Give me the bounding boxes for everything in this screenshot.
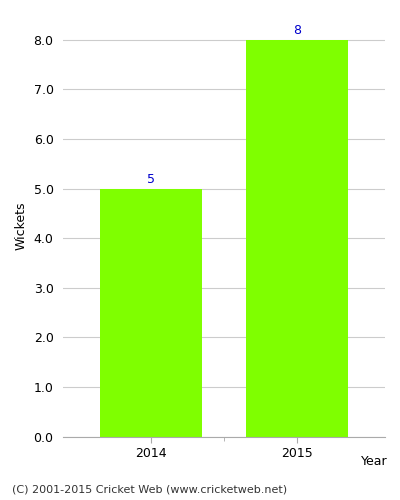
Text: 5: 5 [147, 173, 155, 186]
Bar [100, 188, 202, 436]
Text: (C) 2001-2015 Cricket Web (www.cricketweb.net): (C) 2001-2015 Cricket Web (www.cricketwe… [12, 485, 287, 495]
Bar [246, 40, 348, 436]
Y-axis label: Wickets: Wickets [15, 202, 28, 250]
Text: 8: 8 [293, 24, 301, 38]
Text: Year: Year [361, 455, 388, 468]
